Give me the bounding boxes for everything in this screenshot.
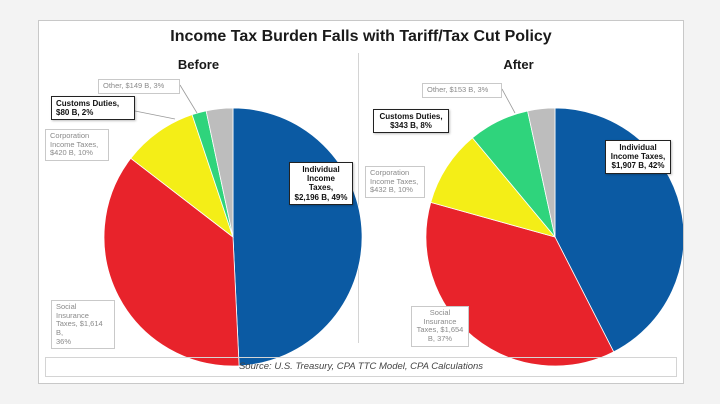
label-after-customs: Customs Duties, $343 B, 8% <box>373 109 449 134</box>
slice-before-social <box>103 157 240 367</box>
leader-lines <box>134 84 516 120</box>
pie-before <box>103 107 363 367</box>
label-before-other: Other, $149 B, 3% <box>98 79 180 94</box>
label-before-individual: Individual Income Taxes, $2,196 B, 49% <box>289 162 353 205</box>
slice-after-social <box>425 201 615 367</box>
label-after-other: Other, $153 B, 3% <box>422 83 502 98</box>
pie-title-after: After <box>503 57 534 72</box>
slice-before-other <box>205 107 234 238</box>
panel-divider <box>358 53 359 343</box>
slice-after-other <box>527 107 556 238</box>
slice-after-corporation <box>430 137 557 238</box>
leader-before-customs <box>134 110 176 120</box>
pie-title-before: Before <box>177 57 220 72</box>
chart-title: Income Tax Burden Falls with Tariff/Tax … <box>170 28 552 45</box>
label-before-customs: Customs Duties, $80 B, 2% <box>51 96 135 121</box>
label-before-social: Social Insurance Taxes, $1,614 B, 36% <box>51 300 115 350</box>
leader-before-other <box>179 84 198 114</box>
label-after-individual: Individual Income Taxes, $1,907 B, 42% <box>605 140 671 174</box>
slice-before-corporation <box>130 114 234 239</box>
leader-after-other <box>501 88 516 114</box>
label-before-corporation: Corporation Income Taxes, $420 B, 10% <box>45 129 109 161</box>
pie-charts-canvas <box>103 84 683 367</box>
slice-before-individual <box>232 107 363 367</box>
source-note: Source: U.S. Treasury, CPA TTC Model, CP… <box>45 357 677 377</box>
label-after-social: Social Insurance Taxes, $1,654 B, 37% <box>411 306 469 347</box>
label-after-corporation: Corporation Income Taxes, $432 B, 10% <box>365 166 425 198</box>
chart-frame: Income Tax Burden Falls with Tariff/Tax … <box>38 20 684 384</box>
